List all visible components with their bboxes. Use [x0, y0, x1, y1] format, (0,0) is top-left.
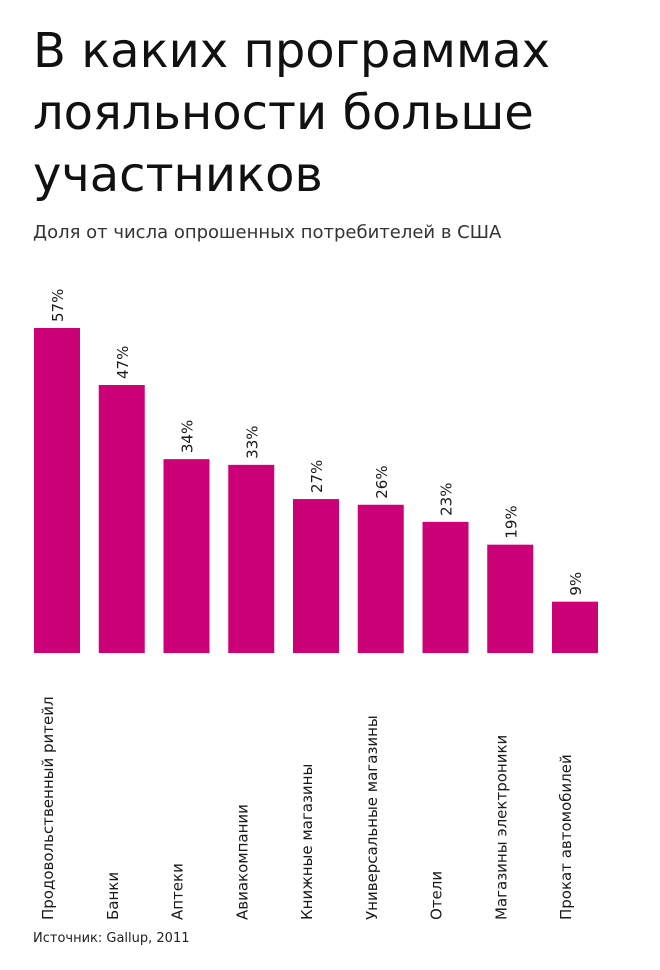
category-label: Аптеки [169, 863, 187, 920]
bar [228, 464, 275, 653]
category-label: Магазины электроники [492, 735, 510, 920]
bar-value-label: 34% [179, 420, 197, 453]
bar-value-label: 27% [308, 460, 326, 493]
bar-value-label: 47% [114, 346, 132, 379]
category-label: Прокат автомобилей [557, 754, 575, 920]
category-label: Банки [104, 872, 122, 920]
bar-value-label: 33% [243, 425, 261, 458]
bar [293, 499, 339, 653]
category-label: Продовольственный ритейл [39, 696, 57, 920]
bar [98, 385, 145, 653]
bar-value-label: 26% [373, 465, 391, 498]
category-label: Отели [428, 871, 446, 920]
bar [487, 544, 534, 653]
bar [34, 328, 80, 653]
bar-value-label: 57% [49, 289, 67, 322]
bar [163, 459, 210, 653]
bar-value-label: 23% [438, 483, 456, 516]
bar [422, 521, 469, 653]
bar-value-label: 9% [567, 572, 585, 596]
chart-title: В каких программах лояльности больше уча… [33, 23, 551, 203]
category-label: Книжные магазины [298, 764, 316, 920]
category-label: Универсальные магазины [363, 715, 381, 920]
category-label: Авиакомпании [233, 804, 251, 920]
source-note: Источник: Gallup, 2011 [33, 931, 190, 946]
chart-subtitle: Доля от числа опрошенных потребителей в … [33, 222, 502, 243]
bar [552, 601, 598, 653]
bar-value-label: 19% [502, 505, 520, 538]
bar [357, 504, 404, 653]
